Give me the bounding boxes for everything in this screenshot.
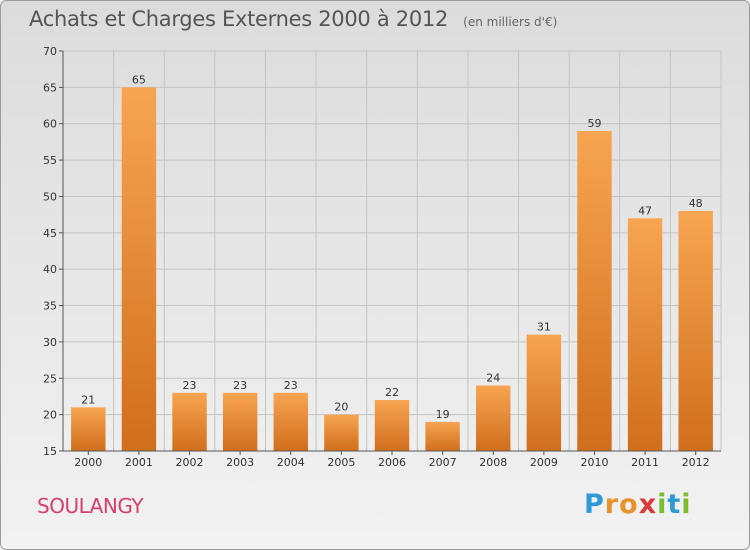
value-label-2008: 24 [486, 372, 500, 385]
logo-letter: r [604, 489, 620, 520]
bar-layer: 21 65 23 23 23 20 22 19 24 31 59 47 48 [71, 73, 713, 451]
y-tick-label: 45 [43, 227, 57, 240]
x-tick-label-2006: 2006 [378, 456, 406, 469]
value-label-2004: 23 [284, 379, 298, 392]
value-label-2005: 20 [334, 401, 348, 414]
logo-letter: x [638, 489, 658, 520]
x-tick-label-2011: 2011 [631, 456, 659, 469]
x-tick-label-2010: 2010 [580, 456, 608, 469]
title-row: Achats et Charges Externes 2000 à 2012 (… [29, 7, 557, 31]
bar-2003 [222, 392, 258, 451]
value-label-2009: 31 [537, 321, 551, 334]
value-label-2006: 22 [385, 386, 399, 399]
bar-2012 [678, 211, 713, 451]
value-label-2001: 65 [132, 73, 146, 86]
logo-letter: P [584, 489, 605, 520]
value-label-2007: 19 [436, 408, 450, 421]
x-tick-label-2005: 2005 [327, 456, 355, 469]
value-label-2002: 23 [183, 379, 197, 392]
bar-2006 [374, 400, 410, 451]
bar-2011 [627, 218, 663, 451]
bar-2004 [273, 392, 308, 451]
proxiti-logo: Proxiti [584, 489, 692, 520]
y-tick-label: 40 [43, 263, 57, 276]
y-tick-label: 70 [43, 45, 57, 58]
logo-letter: o [619, 489, 639, 520]
x-tick-label-2000: 2000 [74, 456, 102, 469]
value-label-2000: 21 [81, 393, 95, 406]
bar-2005 [324, 414, 359, 451]
chart-title: Achats et Charges Externes 2000 à 2012 [29, 7, 449, 31]
bar-2002 [172, 392, 207, 451]
logo-letter: i [657, 489, 668, 520]
axis-layer: 15 20 25 30 35 40 45 50 55 60 65 70 2000 2001 2002 2003… [43, 45, 721, 469]
x-tick-label-2012: 2012 [682, 456, 710, 469]
y-tick-label: 35 [43, 300, 57, 313]
y-tick-label: 30 [43, 336, 57, 349]
y-tick-label: 50 [43, 190, 57, 203]
value-label-2010: 59 [587, 117, 601, 130]
y-tick-label: 15 [43, 445, 57, 458]
value-label-2011: 47 [638, 204, 652, 217]
chart-unit: (en milliers d'€) [463, 15, 558, 29]
logo-letter: t [667, 489, 682, 520]
bar-2001 [121, 87, 157, 451]
x-tick-label-2007: 2007 [429, 456, 457, 469]
x-tick-label-2004: 2004 [277, 456, 305, 469]
bar-2000 [71, 407, 106, 451]
x-tick-label-2002: 2002 [176, 456, 204, 469]
y-tick-label: 20 [43, 409, 57, 422]
y-tick-label: 60 [43, 118, 57, 131]
x-tick-label-2009: 2009 [530, 456, 558, 469]
x-tick-label-2003: 2003 [226, 456, 254, 469]
value-label-2012: 48 [689, 197, 703, 210]
x-tick-label-2008: 2008 [479, 456, 507, 469]
y-tick-label: 25 [43, 372, 57, 385]
bar-2008 [476, 385, 511, 451]
bar-2009 [526, 334, 562, 451]
value-label-2003: 23 [233, 379, 247, 392]
x-tick-label-2001: 2001 [125, 456, 153, 469]
bar-2007 [425, 421, 460, 451]
y-tick-label: 65 [43, 81, 57, 94]
logo-letter: i [681, 489, 692, 520]
commune-name: SOULANGY [37, 494, 144, 518]
bar-2010 [577, 131, 612, 451]
y-tick-label: 55 [43, 154, 57, 167]
